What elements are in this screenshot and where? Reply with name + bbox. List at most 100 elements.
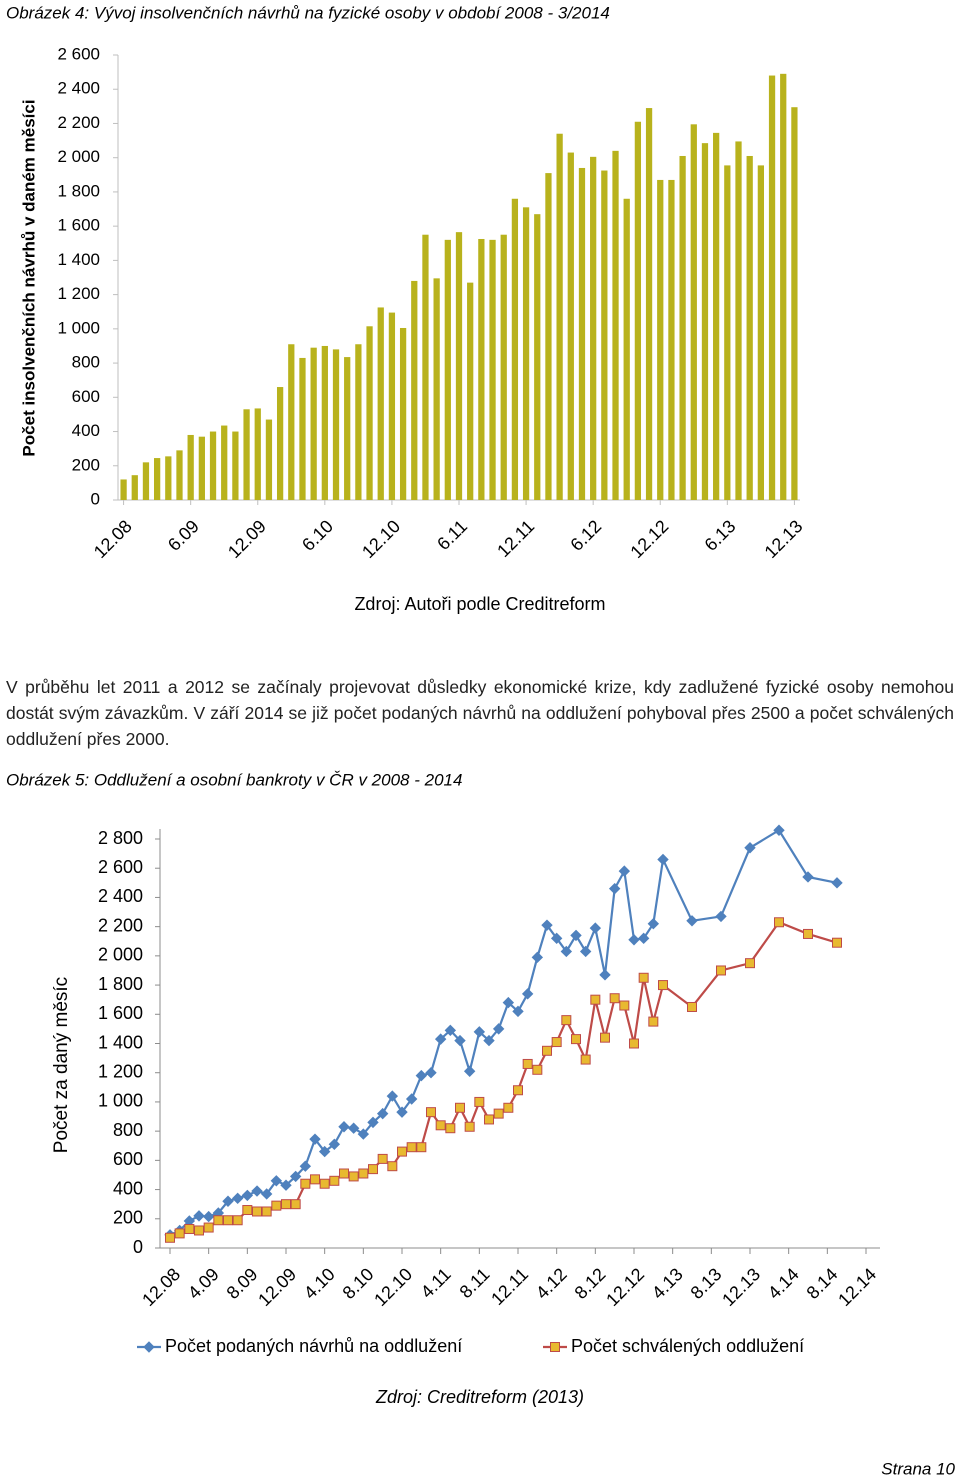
marker	[492, 1023, 505, 1035]
marker	[483, 1034, 495, 1047]
bar	[545, 173, 552, 500]
x-tick-label: 12.11	[493, 516, 538, 561]
marker	[358, 1168, 369, 1179]
legend-marker	[143, 1341, 155, 1353]
y-tick-label: 800	[72, 353, 100, 372]
marker	[397, 1146, 407, 1157]
y-tick-label: 200	[113, 1208, 143, 1228]
bar	[165, 456, 172, 500]
bar	[713, 132, 720, 500]
bar	[120, 479, 127, 500]
bar	[645, 108, 653, 501]
page-number: Strana 10	[881, 1459, 955, 1478]
x-tick-label: 4.11	[417, 1264, 455, 1302]
marker	[648, 1016, 659, 1027]
marker	[503, 1102, 514, 1113]
y-tick-label: 1 400	[98, 1032, 143, 1052]
bar	[467, 282, 474, 500]
bar	[590, 156, 597, 500]
bar	[612, 150, 619, 500]
y-axis-label: Počet insolvenčních návrhů v daném měsíc…	[19, 99, 38, 456]
y-tick-label: 200	[72, 455, 100, 474]
x-tick-label: 4.13	[648, 1264, 687, 1303]
bar	[679, 155, 686, 500]
marker	[232, 1215, 243, 1226]
marker	[571, 1034, 581, 1045]
marker	[318, 1145, 331, 1158]
bar	[366, 326, 373, 500]
marker	[252, 1206, 262, 1217]
marker	[426, 1107, 436, 1118]
marker	[300, 1178, 311, 1189]
legend-label: Počet schválených oddlužení	[571, 1336, 804, 1356]
marker	[290, 1199, 301, 1210]
bar	[131, 475, 138, 500]
legend-label: Počet podaných návrhů na oddlužení	[165, 1336, 462, 1356]
marker	[579, 945, 592, 958]
bar	[377, 307, 384, 500]
marker	[396, 1106, 408, 1118]
marker	[541, 919, 553, 931]
bar	[511, 198, 519, 500]
bar	[299, 357, 306, 500]
bar	[534, 214, 541, 500]
x-tick-label: 6.09	[164, 516, 203, 555]
marker	[202, 1210, 215, 1223]
marker	[832, 937, 842, 948]
y-tick-label: 1 800	[57, 181, 100, 200]
bar	[746, 155, 753, 500]
marker	[560, 945, 573, 958]
marker	[194, 1225, 204, 1236]
y-tick-label: 600	[113, 1149, 143, 1169]
bar	[500, 234, 507, 500]
bar	[478, 238, 485, 500]
bar	[411, 280, 418, 500]
bar	[724, 165, 731, 500]
bar	[232, 431, 239, 500]
marker	[387, 1161, 398, 1172]
marker	[348, 1171, 359, 1182]
marker	[802, 871, 814, 883]
x-tick-label: 4.14	[764, 1264, 803, 1303]
marker	[386, 1090, 399, 1102]
x-tick-label: 4.10	[300, 1264, 339, 1303]
x-tick-label: 12.12	[602, 1264, 648, 1310]
x-tick-label: 6.10	[298, 516, 337, 555]
y-tick-label: 2 400	[98, 886, 143, 906]
bar	[254, 408, 261, 500]
bar	[154, 458, 161, 500]
marker	[339, 1168, 349, 1179]
marker	[484, 1114, 494, 1125]
marker	[600, 1032, 610, 1043]
x-tick-label: 12.10	[358, 516, 404, 562]
bar	[422, 234, 429, 500]
marker	[280, 1179, 292, 1191]
bar	[791, 107, 798, 501]
bar	[209, 431, 217, 500]
y-tick-label: 2 000	[98, 945, 143, 965]
series-line	[169, 828, 838, 1236]
marker	[260, 1188, 273, 1200]
marker	[590, 994, 601, 1005]
marker	[367, 1116, 379, 1129]
x-tick-label: 12.13	[718, 1264, 764, 1310]
marker	[531, 951, 544, 964]
source-note: Zdroj: Creditreform (2013)	[375, 1387, 584, 1407]
x-tick-label: 12.08	[138, 1264, 184, 1310]
marker	[415, 1069, 428, 1082]
bar	[176, 450, 183, 500]
marker	[542, 1045, 552, 1056]
marker	[551, 1037, 562, 1048]
marker	[831, 877, 843, 889]
x-tick-label: 12.10	[370, 1264, 416, 1310]
bar	[142, 462, 150, 500]
y-tick-label: 2 400	[57, 79, 100, 98]
marker	[213, 1215, 224, 1226]
marker	[619, 1000, 630, 1011]
marker	[435, 1120, 446, 1131]
bar	[355, 344, 362, 500]
y-tick-label: 1 200	[57, 284, 100, 303]
marker	[522, 1058, 533, 1069]
y-axis-label: Počet za daný měsíc	[51, 977, 72, 1153]
marker	[463, 1065, 476, 1077]
